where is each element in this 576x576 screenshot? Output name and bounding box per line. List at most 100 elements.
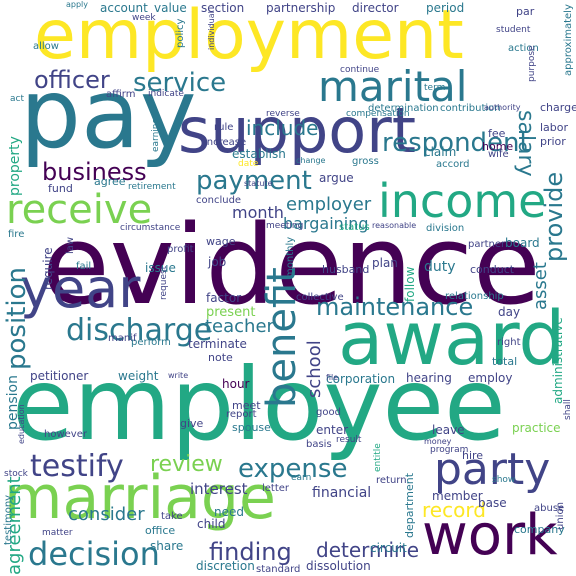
word-rule: rule [214,122,234,133]
word-gross: gross [352,156,379,167]
word-respondent: respondent [382,128,530,158]
word-enter: enter [316,423,349,437]
word-petitioner: petitioner [30,369,89,383]
word-circuit: circuit [370,541,407,555]
word-plan: plan [372,256,398,270]
word-par: par [516,5,535,18]
word-letter: letter [262,483,290,494]
word-wage: wage [206,235,236,248]
word-job: job [208,255,227,269]
word-increase: increase [204,137,247,148]
word-earn: earn [291,473,312,483]
word-money: money [424,437,452,446]
word-party: party [434,444,551,495]
word-contribution: contribution [440,103,501,114]
word-determination: determination [368,103,439,114]
word-determine: determine [316,538,420,562]
word-affirm: affirm [106,89,136,100]
word-financial: financial [312,485,372,501]
word-date: date [238,159,259,169]
word-employer: employer [286,194,372,215]
word-total: total [492,355,518,368]
word-file: file [326,373,339,382]
word-teacher: teacher [205,316,274,337]
word-basis: basis [306,439,332,450]
word-meet: meet [232,399,261,412]
word-follow: follow [403,266,417,302]
word-continue: continue [340,65,380,75]
word-child: child [197,517,226,531]
word-change: change [296,156,326,165]
word-circumstance: circumstance [120,223,181,233]
word-administrative: administrative [551,317,565,404]
word-earning: earning [151,117,161,152]
word-perform: perform [131,337,171,348]
word-agree: agree [94,175,126,188]
word-business: business [42,158,147,186]
word-work: work [422,503,558,568]
word-husband: husband [322,263,370,276]
word-bargaining: bargaining [283,214,369,233]
word-entitle: entitle [373,443,383,472]
word-base: base [478,496,507,510]
word-indicate: indicate [148,89,184,99]
word-compensation: compensation [346,109,410,119]
word-profit: profit [167,244,194,255]
word-request: request [159,265,169,300]
word-argue: argue [319,171,354,185]
word-student: student [496,25,531,35]
word-board: board [505,236,540,250]
word-marital: marital [318,62,468,111]
word-evidence: evidence [42,201,541,329]
word-marriage: marriage [4,463,276,533]
word-day: day [498,305,521,319]
word-pay: pay [20,58,197,170]
word-property: property [7,136,23,196]
word-retirement: retirement [128,182,176,192]
word-fund: fund [48,182,73,195]
word-education: education [17,404,26,444]
word-take: take [161,511,183,522]
word-allow: allow [33,41,59,52]
word-position: position [2,267,32,370]
word-corporation: corporation [326,372,396,386]
word-establish: establish [232,147,286,161]
word-duty: duty [424,259,456,275]
word-manif: manif [108,333,137,344]
word-act: act [10,94,24,104]
word-issue: issue [145,261,176,275]
word-require: require [41,247,55,290]
word-consider: consider [68,504,145,525]
word-hire: hire [462,449,484,462]
word-hour: hour [222,377,250,391]
word-income: income [378,174,547,228]
word-weight: weight [118,369,159,383]
word-factor: factor [206,291,242,305]
word-prior: prior [540,135,566,148]
word-fee: fee [488,127,506,140]
word-member: member [432,489,483,503]
word-provide: provide [540,171,568,262]
word-meeting: meeting [266,221,304,231]
word-purpose: purpose [527,45,537,82]
word-terminate: terminate [188,337,247,351]
word-give: give [180,417,204,430]
word-employ: employ [468,371,513,385]
word-employment: employment [34,0,464,75]
word-testimony: testimony [3,494,14,545]
word-good: good [316,407,341,418]
word-term: term [424,83,446,93]
word-hearing: hearing [406,371,452,385]
word-status: status [339,222,370,233]
word-fail: fail [76,261,92,272]
word-interest: interest [190,480,248,498]
word-value: value [154,1,187,15]
word-report: report [226,409,257,420]
word-department: department [403,472,416,538]
word-school: school [304,340,325,398]
word-authority: authority [484,103,521,112]
word-return: return [376,475,407,486]
word-office: office [145,524,176,537]
word-conduct: conduct [470,263,515,276]
